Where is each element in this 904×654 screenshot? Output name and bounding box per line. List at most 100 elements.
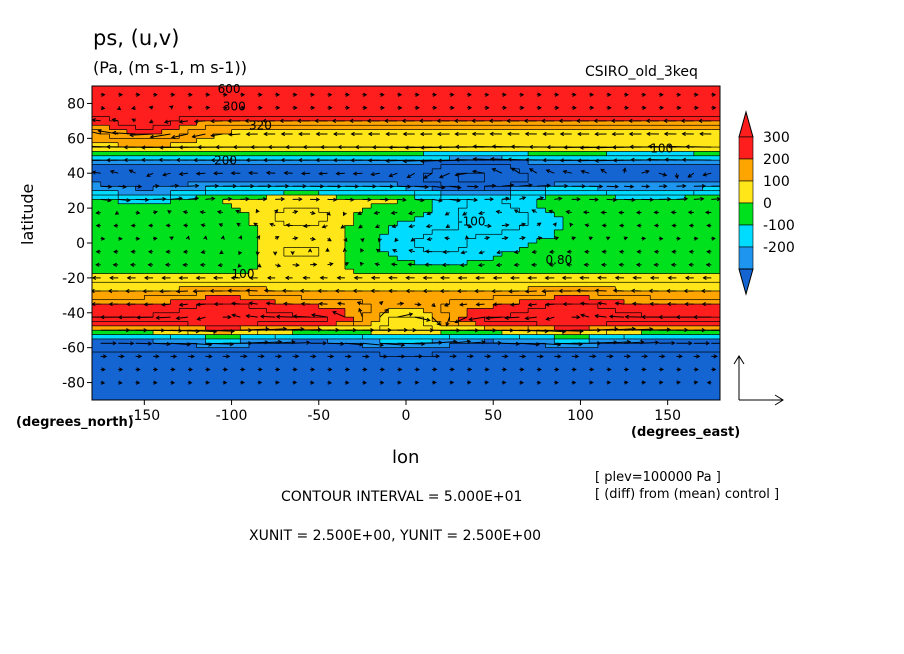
field-cell — [676, 151, 686, 157]
field-cell — [144, 216, 154, 222]
field-cell — [650, 181, 660, 187]
field-cell — [475, 86, 486, 91]
field-cell — [658, 356, 669, 362]
field-cell — [379, 190, 390, 196]
field-cell — [126, 369, 137, 375]
field-cell — [371, 173, 381, 179]
field-cell — [283, 112, 294, 118]
field-cell — [379, 312, 390, 318]
field-cell — [606, 343, 616, 349]
field-cell — [292, 382, 302, 388]
field-cell — [179, 203, 189, 209]
field-cell — [440, 112, 451, 118]
field-cell — [109, 260, 119, 266]
field-cell — [493, 247, 503, 253]
field-cell — [658, 199, 669, 205]
field-cell — [344, 347, 355, 353]
field-cell — [641, 369, 651, 375]
field-cell — [371, 208, 381, 214]
field-cell — [510, 360, 520, 366]
field-cell — [205, 107, 215, 113]
field-cell — [283, 164, 294, 170]
field-cell — [606, 195, 616, 200]
field-cell — [118, 138, 128, 144]
field-cell — [179, 199, 189, 205]
field-cell — [222, 330, 233, 336]
field-cell — [240, 151, 250, 157]
field-cell — [554, 251, 564, 257]
field-cell — [528, 330, 538, 336]
field-cell — [467, 238, 477, 244]
field-cell — [545, 312, 555, 318]
field-cell — [702, 195, 712, 200]
field-cell — [353, 273, 363, 279]
field-cell — [205, 321, 215, 327]
field-cell — [344, 330, 355, 336]
field-cell — [632, 221, 643, 227]
field-cell — [344, 373, 355, 379]
field-cell — [493, 264, 503, 270]
field-cell — [414, 186, 425, 192]
field-cell — [536, 229, 547, 235]
field-cell — [658, 308, 669, 314]
field-cell — [336, 133, 346, 139]
field-cell — [283, 234, 294, 240]
field-cell — [179, 277, 189, 283]
field-cell — [536, 317, 547, 323]
field-cell — [641, 155, 651, 161]
field-cell — [414, 251, 425, 257]
field-cell — [406, 356, 416, 362]
field-cell — [528, 164, 538, 170]
field-cell — [196, 378, 206, 384]
field-cell — [379, 356, 390, 362]
field-cell — [240, 308, 250, 314]
field-cell — [283, 347, 294, 353]
field-cell — [606, 199, 616, 205]
field-cell — [214, 112, 224, 118]
field-cell — [109, 277, 119, 283]
field-cell — [484, 199, 494, 205]
field-cell — [257, 129, 268, 135]
field-cell — [153, 173, 163, 179]
field-cell — [353, 177, 363, 183]
field-cell — [432, 116, 442, 122]
field-cell — [187, 177, 198, 183]
field-cell — [423, 195, 433, 200]
field-cell — [667, 282, 677, 288]
field-cell — [449, 107, 459, 113]
field-cell — [362, 103, 372, 109]
field-cell — [597, 125, 608, 131]
field-cell — [318, 221, 329, 227]
field-cell — [711, 186, 720, 192]
field-cell — [449, 125, 459, 131]
field-cell — [100, 195, 111, 200]
field-cell — [702, 321, 712, 327]
field-cell — [100, 317, 111, 323]
field-cell — [685, 334, 695, 340]
field-cell — [554, 190, 564, 196]
field-cell — [449, 112, 459, 118]
field-cell — [249, 317, 259, 323]
field-cell — [301, 216, 311, 222]
field-cell — [536, 277, 547, 283]
field-cell — [702, 155, 712, 161]
field-cell — [702, 229, 712, 235]
field-cell — [484, 334, 494, 340]
field-cell — [414, 142, 425, 148]
field-cell — [484, 168, 494, 174]
field-cell — [641, 94, 651, 100]
field-cell — [292, 208, 302, 214]
field-cell — [510, 238, 520, 244]
field-cell — [144, 155, 154, 161]
field-cell — [179, 195, 189, 200]
field-cell — [580, 151, 590, 157]
field-cell — [240, 247, 250, 253]
field-cell — [214, 286, 224, 292]
field-cell — [214, 273, 224, 279]
field-cell — [458, 369, 468, 375]
field-cell — [161, 133, 172, 139]
field-cell — [536, 186, 547, 192]
field-cell — [170, 386, 180, 392]
field-cell — [528, 147, 538, 153]
field-cell — [475, 107, 486, 113]
